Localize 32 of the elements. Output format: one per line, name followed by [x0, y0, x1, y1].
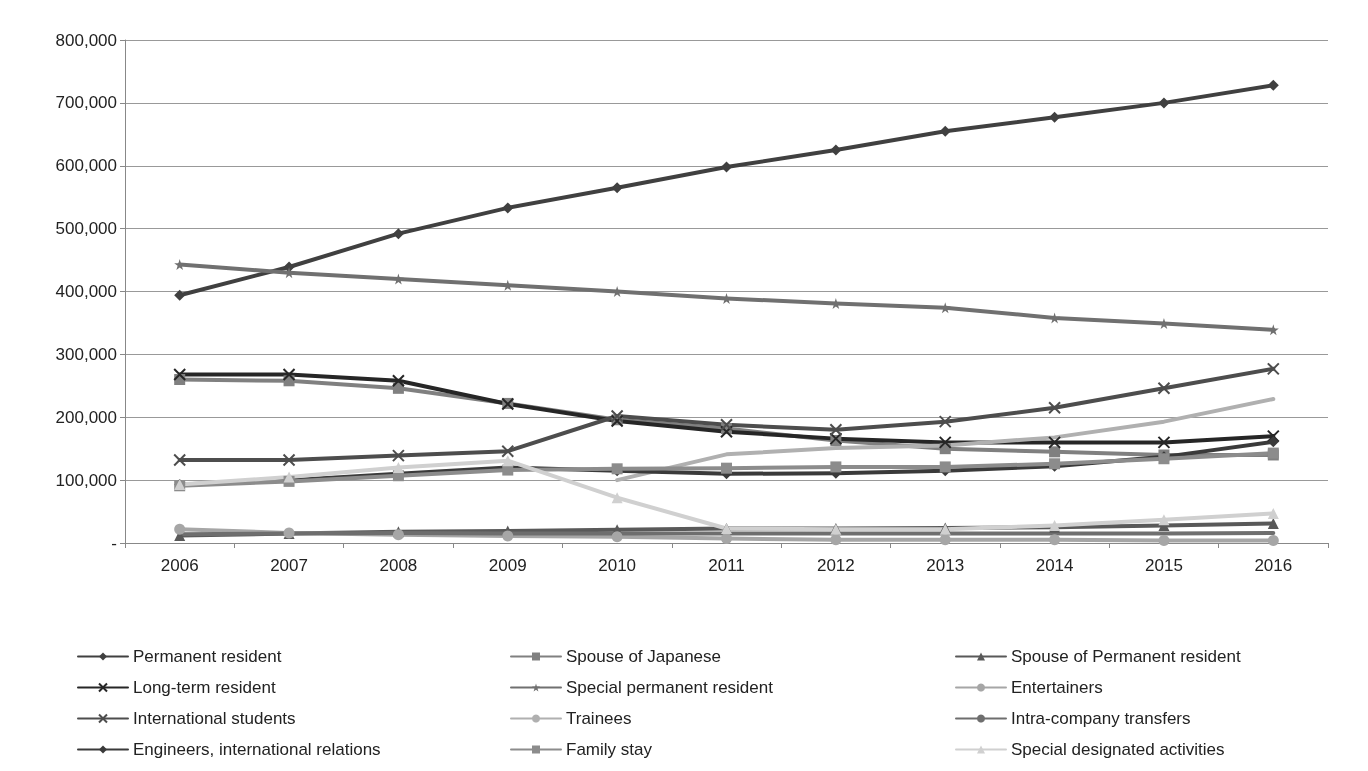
y-tick-label: 700,000 — [55, 93, 117, 113]
legend-label: Special designated activities — [1011, 740, 1225, 759]
x-tick-label: 2008 — [379, 556, 418, 575]
y-tick-label: 800,000 — [55, 30, 117, 50]
y-tick-label: 100,000 — [55, 470, 117, 490]
legend-label: Engineers, international relations — [133, 740, 381, 759]
x-tick-label: 2014 — [1035, 556, 1074, 575]
y-tick-label: - — [111, 533, 117, 553]
legend-label: Spouse of Permanent resident — [1011, 647, 1241, 666]
x-tick-label: 2006 — [160, 556, 199, 575]
legend-label: International students — [133, 709, 296, 728]
x-tick-label: 2010 — [598, 556, 637, 575]
legend-label: Long-term resident — [133, 678, 276, 697]
y-tick-label: 200,000 — [55, 407, 117, 427]
x-tick-label: 2012 — [816, 556, 855, 575]
legend-label: Special permanent resident — [566, 678, 774, 697]
legend-label: Intra-company transfers — [1011, 709, 1191, 728]
legend-label: Entertainers — [1011, 678, 1103, 697]
x-tick-label: 2011 — [708, 556, 745, 575]
legend-label: Spouse of Japanese — [566, 647, 722, 666]
x-tick-label: 2016 — [1254, 556, 1293, 575]
x-tick-label: 2009 — [488, 556, 527, 575]
x-tick-label: 2015 — [1145, 556, 1183, 575]
y-tick-label: 600,000 — [55, 156, 117, 176]
y-tick-label: 500,000 — [55, 219, 117, 239]
x-tick-label: 2007 — [270, 556, 308, 575]
legend-label: Permanent resident — [133, 647, 282, 666]
y-tick-label: 400,000 — [55, 282, 117, 301]
y-tick-label: 300,000 — [55, 344, 117, 364]
x-tick-label: 2013 — [926, 556, 965, 575]
legend-label: Family stay — [566, 740, 653, 759]
legend-label: Trainees — [566, 709, 632, 728]
